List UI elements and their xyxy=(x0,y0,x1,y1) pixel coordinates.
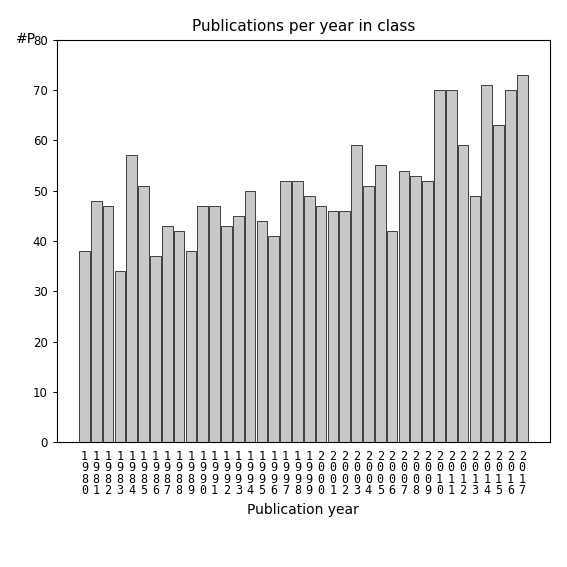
Bar xyxy=(103,206,113,442)
Bar xyxy=(91,201,101,442)
Bar xyxy=(517,75,527,442)
Bar xyxy=(233,216,244,442)
Bar xyxy=(352,145,362,442)
Bar xyxy=(268,236,279,442)
Bar xyxy=(162,226,172,442)
Title: Publications per year in class: Publications per year in class xyxy=(192,19,415,35)
Bar xyxy=(422,180,433,442)
Bar xyxy=(126,155,137,442)
Bar xyxy=(209,206,220,442)
Bar xyxy=(328,211,338,442)
Bar xyxy=(150,256,161,442)
Bar xyxy=(292,180,303,442)
Bar xyxy=(387,231,397,442)
Bar xyxy=(446,90,456,442)
Bar xyxy=(481,85,492,442)
Bar xyxy=(469,196,480,442)
Bar xyxy=(138,185,149,442)
Bar xyxy=(411,176,421,442)
Bar xyxy=(221,226,232,442)
Y-axis label: #P: #P xyxy=(16,32,36,45)
Bar xyxy=(115,271,125,442)
Bar xyxy=(493,125,504,442)
Bar xyxy=(185,251,196,442)
Bar xyxy=(458,145,468,442)
Bar xyxy=(79,251,90,442)
Bar xyxy=(304,196,315,442)
Bar xyxy=(340,211,350,442)
Bar xyxy=(375,166,386,442)
Bar xyxy=(174,231,184,442)
Bar xyxy=(316,206,327,442)
Bar xyxy=(280,180,291,442)
Bar xyxy=(505,90,516,442)
X-axis label: Publication year: Publication year xyxy=(247,503,359,517)
Bar xyxy=(399,171,409,442)
Bar xyxy=(245,191,255,442)
Bar xyxy=(363,185,374,442)
Bar xyxy=(434,90,445,442)
Bar xyxy=(197,206,208,442)
Bar xyxy=(257,221,267,442)
